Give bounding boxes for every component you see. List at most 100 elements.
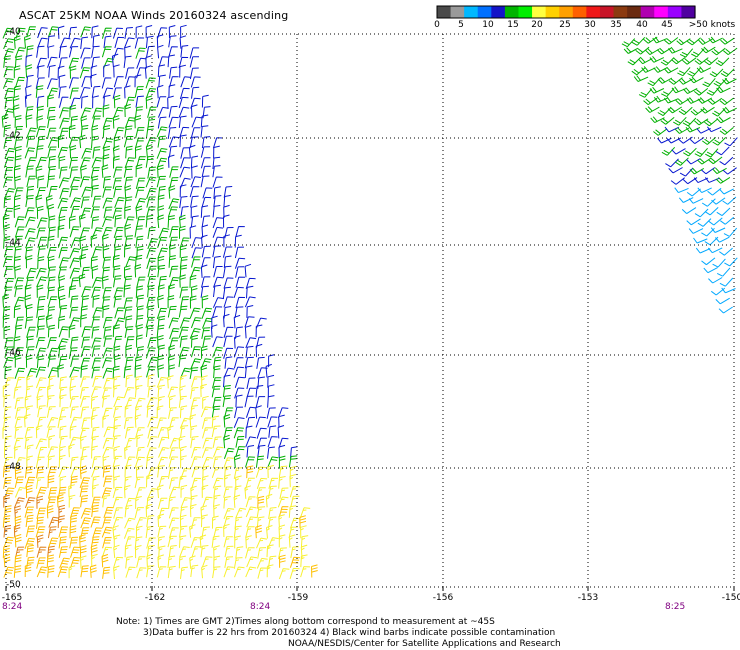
wind-barb — [278, 444, 286, 459]
wind-barb — [136, 324, 143, 338]
wind-barb — [125, 556, 133, 569]
wind-barb — [290, 495, 300, 508]
wind-barb — [24, 34, 31, 49]
wind-barb — [136, 216, 146, 228]
wind-barb — [223, 234, 231, 248]
wind-barb — [246, 305, 254, 318]
wind-barb — [90, 544, 98, 558]
wind-barb — [47, 537, 59, 549]
wind-barb — [190, 76, 201, 88]
wind-barb — [189, 186, 200, 198]
wind-barb — [3, 195, 11, 209]
wind-barb — [35, 145, 44, 158]
wind-barb — [69, 104, 77, 118]
wind-barb — [289, 465, 297, 479]
wind-barb — [123, 387, 135, 399]
wind-barb — [47, 286, 55, 299]
wind-barb — [147, 427, 157, 439]
wind-barb — [24, 564, 32, 578]
wind-barb — [257, 444, 266, 458]
wind-barb — [657, 137, 672, 144]
wind-barb — [14, 397, 24, 410]
wind-barb — [708, 156, 723, 165]
wind-barb — [156, 126, 168, 138]
wind-barb — [246, 445, 255, 458]
wind-barb — [201, 307, 213, 319]
wind-barb — [36, 355, 45, 369]
wind-barb — [112, 207, 123, 219]
wind-barb — [80, 314, 87, 328]
wind-barb — [190, 346, 201, 358]
wind-barb — [79, 485, 89, 498]
wind-barb — [223, 374, 231, 388]
wind-barb — [26, 544, 35, 558]
wind-barb — [90, 395, 99, 409]
wind-barb — [36, 57, 47, 69]
wind-barb — [147, 356, 159, 368]
scale-swatch — [627, 6, 642, 18]
wind-barb — [68, 77, 79, 89]
scale-label-30: 30 — [584, 20, 596, 30]
wind-barb — [102, 317, 113, 329]
wind-barb — [24, 94, 32, 108]
wind-barb — [25, 114, 33, 128]
wind-barb — [102, 347, 113, 359]
wind-barb — [3, 66, 14, 78]
wind-barb — [80, 495, 89, 508]
wind-barb — [68, 565, 76, 579]
wind-barb — [246, 285, 254, 299]
wind-barb — [157, 513, 165, 528]
wind-barb — [213, 485, 222, 498]
wind-barb — [135, 545, 142, 559]
wind-barb — [701, 257, 716, 266]
wind-barb — [180, 425, 189, 438]
wind-barb — [180, 514, 187, 528]
scale-label-20: 20 — [531, 20, 543, 30]
wind-barb — [267, 395, 275, 408]
wind-barb — [91, 277, 103, 288]
wind-barb — [14, 115, 22, 128]
wind-barb — [25, 246, 33, 259]
wind-barb — [213, 504, 220, 518]
wind-barb — [25, 276, 35, 289]
wind-barb — [14, 426, 23, 439]
wind-barb — [244, 485, 251, 499]
wind-barb — [103, 145, 111, 159]
wind-barb — [48, 435, 56, 448]
wind-barb — [25, 346, 35, 358]
wind-barb — [146, 125, 155, 138]
wind-barb — [103, 326, 112, 339]
wind-barb — [48, 186, 58, 198]
wind-barb — [91, 125, 99, 139]
wind-barb — [234, 257, 246, 269]
wind-barb — [37, 236, 48, 248]
wind-barb — [716, 86, 731, 94]
wind-barb — [46, 127, 57, 140]
wind-barb — [180, 45, 189, 58]
wind-barb — [223, 306, 232, 319]
wind-barb — [35, 476, 45, 489]
wind-barb — [300, 525, 307, 539]
wind-barb — [189, 136, 199, 149]
wind-barb — [156, 376, 168, 388]
wind-barb — [191, 104, 198, 118]
wind-barb — [125, 96, 135, 108]
wind-barb — [668, 77, 683, 85]
wind-barb — [2, 545, 10, 558]
wind-barb — [256, 477, 268, 489]
wind-barb — [190, 564, 199, 578]
wind-barb — [3, 494, 10, 508]
wind-barb — [256, 356, 265, 369]
wind-barb — [135, 205, 143, 219]
wind-barb — [58, 536, 67, 549]
wind-barb — [134, 456, 145, 468]
wind-barb — [24, 427, 34, 439]
wind-barb — [212, 137, 223, 149]
wind-barb — [157, 427, 168, 438]
wind-barb — [15, 407, 24, 419]
wind-barb — [125, 566, 136, 578]
wind-barb — [3, 325, 11, 339]
wind-barb — [80, 376, 90, 388]
wind-barb — [24, 414, 31, 428]
wind-barb — [211, 315, 218, 329]
